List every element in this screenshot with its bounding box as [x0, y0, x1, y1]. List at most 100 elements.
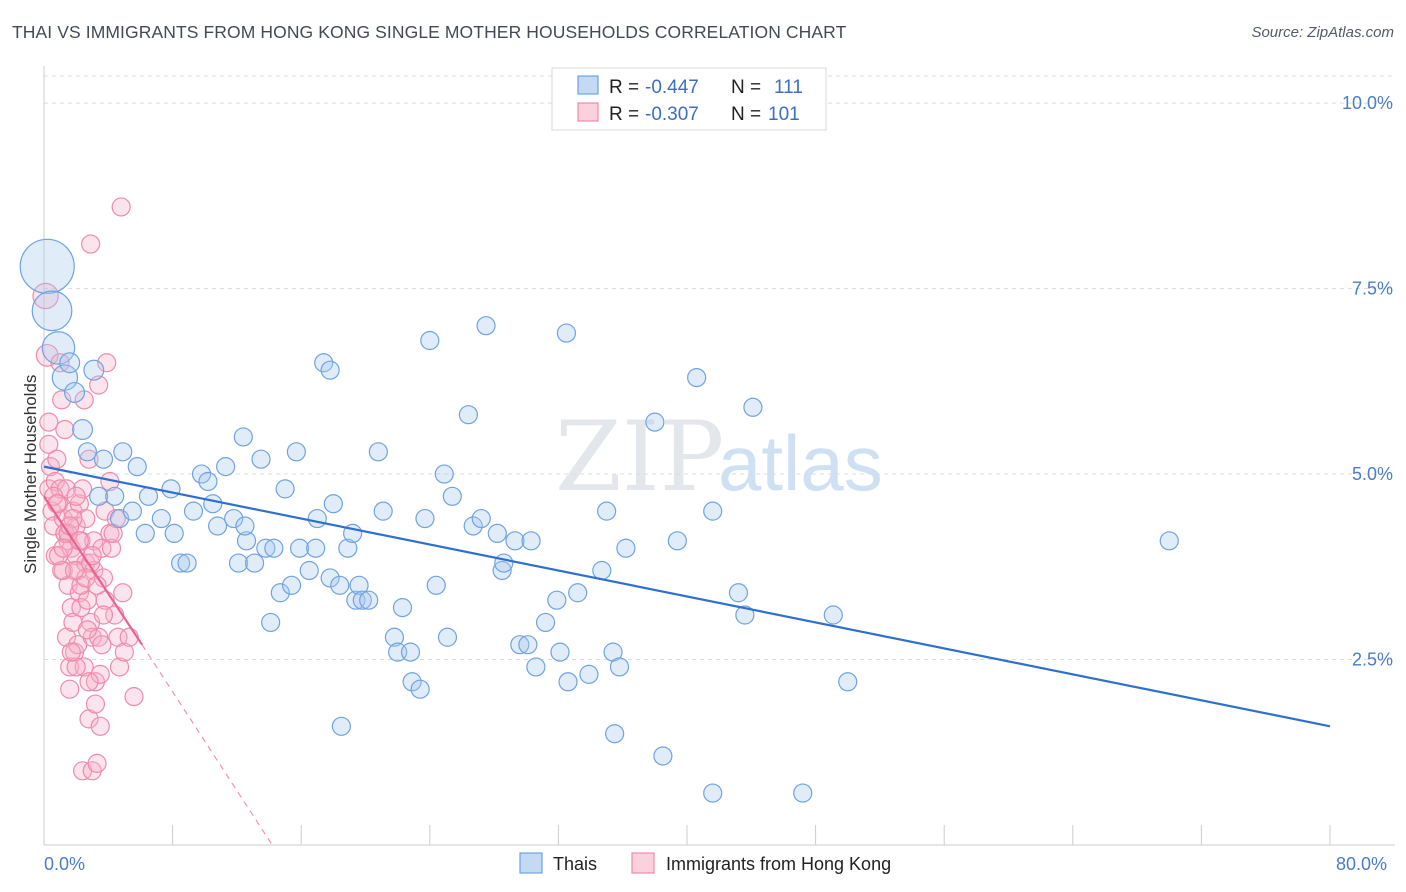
- thai-point: [463, 516, 483, 536]
- thai-point: [793, 783, 813, 803]
- thai-point: [270, 583, 290, 603]
- hk-point: [124, 687, 144, 707]
- hk-point: [113, 583, 133, 603]
- thai-point: [338, 538, 358, 558]
- thai-point: [203, 494, 223, 514]
- thai-point: [645, 412, 665, 432]
- thai-point: [368, 442, 388, 462]
- thai-point: [487, 523, 507, 544]
- thai-point: [177, 553, 197, 573]
- thai-point: [492, 560, 512, 581]
- hk-point: [60, 679, 80, 699]
- thai-point: [83, 359, 105, 381]
- thai-point: [161, 479, 181, 499]
- y-tick-label: 2.5%: [1352, 650, 1393, 670]
- hk-point: [74, 657, 94, 677]
- thai-point: [415, 508, 435, 529]
- hk-point: [90, 664, 110, 684]
- legend-thai-r-label: R =: [609, 77, 639, 98]
- thai-point: [41, 331, 76, 365]
- thai-point: [410, 679, 430, 699]
- legend-hk-r-label: R =: [609, 104, 639, 125]
- hk-point: [66, 657, 86, 677]
- bottom-legend-thai-label: Thais: [553, 854, 597, 874]
- thai-point: [547, 590, 567, 610]
- legend-thai-swatch: [577, 75, 599, 95]
- hk-point: [109, 657, 130, 677]
- thai-point: [105, 486, 125, 506]
- thai-point: [402, 672, 422, 692]
- thai-point: [127, 457, 147, 477]
- trend-lines: [43, 465, 1331, 846]
- top-legend: R = -0.447 N = 111 R = -0.307 N = 101: [551, 67, 827, 131]
- gridlines: [44, 75, 1395, 661]
- hk-point: [77, 620, 98, 640]
- thai-point: [228, 553, 249, 573]
- thai-point: [667, 531, 687, 551]
- thai-point: [579, 664, 599, 684]
- hk-point: [81, 234, 101, 254]
- hk-trend-extension: [141, 644, 273, 846]
- hk-point: [39, 434, 59, 454]
- thai-point: [320, 360, 340, 380]
- thai-point: [592, 560, 612, 581]
- hk-point: [76, 568, 96, 588]
- thai-point: [703, 783, 723, 803]
- thai-point: [299, 560, 319, 581]
- hk-point: [71, 597, 91, 618]
- thai-point: [171, 553, 191, 573]
- thai-point: [400, 642, 421, 662]
- thai-point: [191, 464, 212, 484]
- y-tick-label: 10.0%: [1342, 93, 1393, 113]
- hk-point: [40, 457, 61, 477]
- hk-point: [72, 479, 93, 499]
- hk-point: [84, 531, 104, 551]
- thai-point: [64, 381, 86, 403]
- hk-point: [52, 390, 72, 410]
- thai-point: [122, 501, 143, 521]
- thai-point: [286, 442, 306, 462]
- thai-point: [442, 486, 462, 506]
- x-tick-left: 0.0%: [44, 854, 85, 874]
- thai-point: [323, 494, 343, 514]
- hk-points: [32, 197, 144, 781]
- y-tick-labels: 2.5% 5.0% 7.5% 10.0%: [1342, 93, 1393, 669]
- legend-thai-r-value: -0.447: [645, 77, 699, 98]
- y-tick-label: 5.0%: [1352, 464, 1393, 484]
- thai-point: [838, 672, 858, 692]
- thai-point: [735, 605, 755, 625]
- thai-point: [605, 724, 625, 744]
- thai-point: [183, 501, 204, 521]
- thai-point: [306, 538, 326, 558]
- thai-point: [558, 672, 578, 692]
- bottom-legend-hk-label: Immigrants from Hong Kong: [666, 854, 891, 874]
- thai-point: [494, 553, 514, 573]
- y-tick-label: 7.5%: [1352, 279, 1393, 299]
- thai-point: [535, 612, 556, 633]
- thai-point: [198, 471, 218, 492]
- thai-point: [349, 575, 369, 595]
- thai-point: [216, 457, 236, 477]
- hk-point: [47, 494, 67, 514]
- thai-point: [526, 657, 546, 677]
- hk-point: [39, 412, 59, 432]
- thai-point: [164, 523, 184, 544]
- thai-point: [314, 353, 334, 373]
- legend-hk-n-value: 101: [768, 104, 800, 125]
- thai-point: [471, 508, 491, 529]
- hk-point: [101, 538, 122, 558]
- watermark-zip: ZIP: [555, 401, 724, 513]
- thai-point: [151, 508, 171, 529]
- thai-point: [352, 590, 372, 610]
- thai-point: [281, 575, 302, 595]
- hk-point: [66, 486, 86, 506]
- watermark-atlas: atlas: [718, 419, 883, 507]
- thai-points: [19, 238, 1179, 803]
- thai-point: [373, 501, 393, 521]
- thai-point: [426, 575, 446, 595]
- thai-point: [1159, 531, 1179, 551]
- thai-point: [521, 531, 541, 551]
- thai-point: [505, 531, 525, 551]
- hk-point: [87, 753, 107, 773]
